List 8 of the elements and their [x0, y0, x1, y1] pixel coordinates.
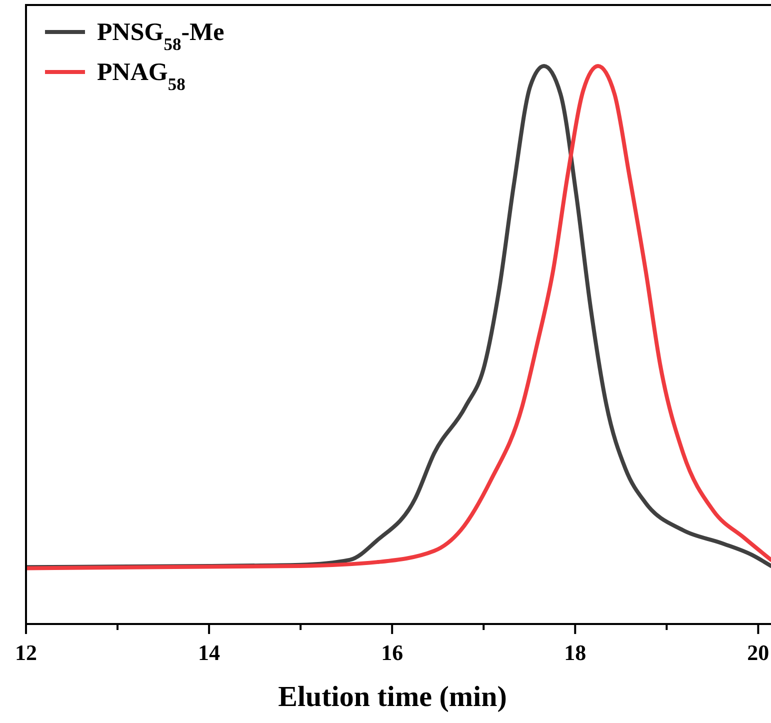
legend-label: PNSG$_{58}$-Me	[97, 19, 224, 54]
x-tick-label: 16	[381, 640, 404, 665]
legend-label: PNAG$_{58}$	[97, 59, 186, 94]
x-axis-title: Elution time (min)	[278, 681, 507, 713]
x-tick-label: 20	[747, 640, 770, 665]
x-tick-label: 18	[564, 640, 586, 665]
x-tick-label: 12	[15, 640, 37, 665]
x-tick-label: 14	[198, 640, 220, 665]
